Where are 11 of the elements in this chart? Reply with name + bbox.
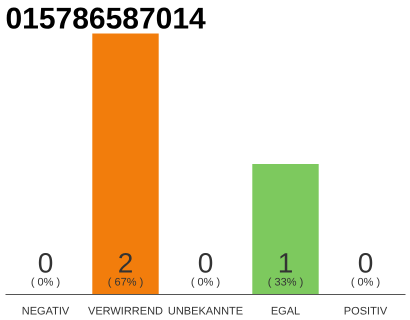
x-tick-label: UNBEKANNTE	[168, 306, 244, 318]
x-tick-label: NEGATIV	[22, 306, 70, 318]
data-label: 1 ( 33% )	[268, 248, 304, 288]
x-tick-label: POSITIV	[344, 306, 388, 318]
data-label: 2 ( 67% )	[108, 248, 144, 288]
x-tick-label: EGAL	[270, 306, 300, 318]
data-label: 0 ( 0% )	[30, 248, 60, 288]
chart-title: 015786587014	[6, 2, 206, 36]
x-tick-label: VERWIRREND	[88, 306, 164, 318]
data-label: 0 ( 0% )	[190, 248, 220, 288]
data-label: 0 ( 0% )	[350, 248, 380, 288]
